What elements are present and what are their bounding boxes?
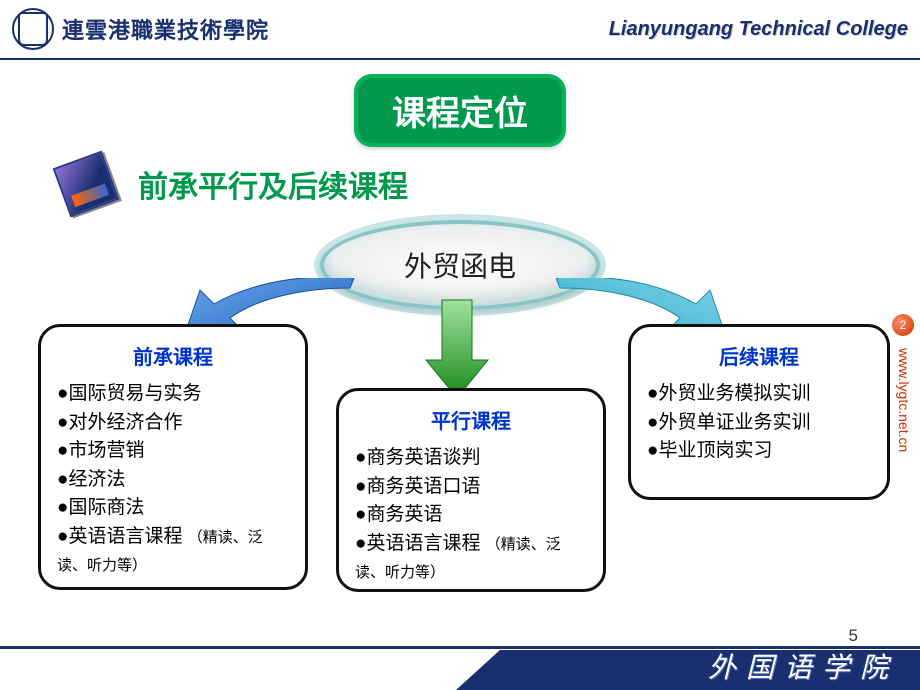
box-followup: 后续课程 ●外贸业务模拟实训 ●外贸单证业务实训 ●毕业顶岗实习: [628, 324, 890, 500]
vertical-url: www.lygtc.net.cn: [896, 348, 912, 452]
list-item: ●经济法: [57, 466, 289, 495]
box-prerequisite-title: 前承课程: [57, 341, 289, 370]
header-bar: 連雲港職業技術學院 Lianyungang Technical College: [0, 0, 920, 60]
box-parallel: 平行课程 ●商务英语谈判 ●商务英语口语 ●商务英语 ●英语语言课程 （精读、泛…: [336, 388, 606, 592]
list-item: ●商务英语谈判: [355, 444, 587, 473]
list-item: ●毕业顶岗实习: [647, 437, 871, 466]
slide-number: 5: [849, 626, 858, 646]
box-followup-title: 后续课程: [647, 341, 871, 370]
arrow-down-icon: [426, 300, 488, 398]
slide-title-badge: 课程定位: [354, 74, 566, 147]
logo-area: 連雲港職業技術學院: [12, 8, 269, 50]
college-name-cn: 連雲港職業技術學院: [62, 13, 269, 45]
list-item: ●市场营销: [57, 437, 289, 466]
college-logo-icon: [12, 8, 54, 50]
notebook-icon: [53, 151, 120, 218]
section-heading-row: 前承平行及后续课程: [60, 158, 408, 210]
list-item: ●国际商法: [57, 494, 289, 523]
list-item: ●商务英语: [355, 501, 587, 530]
list-item: ●英语语言课程 （精读、泛读、听力等）: [355, 530, 587, 587]
list-item: ●对外经济合作: [57, 409, 289, 438]
section-heading: 前承平行及后续课程: [138, 162, 408, 206]
list-item-main: ●英语语言课程: [355, 533, 480, 554]
page-badge: 2: [892, 314, 914, 336]
college-name-en: Lianyungang Technical College: [609, 18, 908, 41]
list-item: ●商务英语口语: [355, 473, 587, 502]
box-prerequisite-list: ●国际贸易与实务 ●对外经济合作 ●市场营销 ●经济法 ●国际商法 ●英语语言课…: [57, 380, 289, 580]
footer-dept: 外国语学院: [708, 646, 898, 686]
list-item: ●国际贸易与实务: [57, 380, 289, 409]
list-item: ●英语语言课程 （精读、泛读、听力等）: [57, 523, 289, 580]
box-parallel-list: ●商务英语谈判 ●商务英语口语 ●商务英语 ●英语语言课程 （精读、泛读、听力等…: [355, 444, 587, 587]
list-item: ●外贸业务模拟实训: [647, 380, 871, 409]
box-parallel-title: 平行课程: [355, 405, 587, 434]
slide: 連雲港職業技術學院 Lianyungang Technical College …: [0, 0, 920, 690]
box-prerequisite: 前承课程 ●国际贸易与实务 ●对外经济合作 ●市场营销 ●经济法 ●国际商法 ●…: [38, 324, 308, 590]
list-item-main: ●英语语言课程: [57, 526, 182, 547]
box-followup-list: ●外贸业务模拟实训 ●外贸单证业务实训 ●毕业顶岗实习: [647, 380, 871, 466]
list-item: ●外贸单证业务实训: [647, 409, 871, 438]
footer: 外国语学院: [0, 646, 920, 690]
